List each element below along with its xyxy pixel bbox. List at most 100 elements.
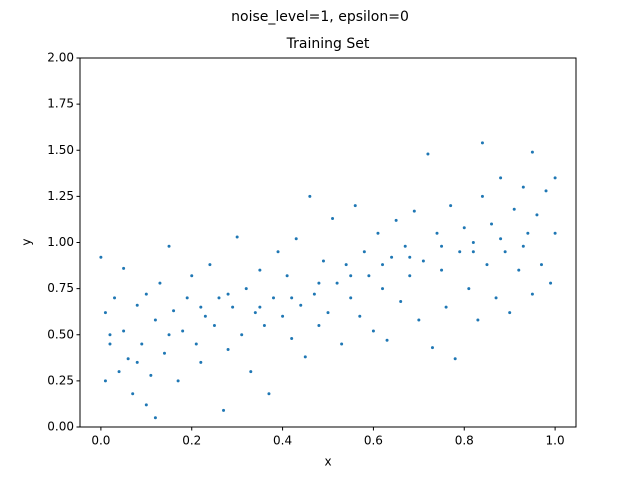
point <box>553 231 557 235</box>
x-tick-label: 1.0 <box>546 434 565 448</box>
point <box>412 209 416 213</box>
point <box>376 231 380 235</box>
point <box>421 259 425 263</box>
point <box>467 287 471 291</box>
point <box>358 314 362 318</box>
point <box>530 292 534 296</box>
point <box>499 237 503 241</box>
x-tick-label: 0.2 <box>182 434 201 448</box>
point <box>194 342 198 346</box>
point <box>258 268 262 272</box>
point <box>362 250 366 254</box>
point <box>462 226 466 230</box>
point <box>417 318 421 322</box>
point <box>126 357 130 361</box>
point <box>503 250 507 254</box>
point <box>553 176 557 180</box>
point <box>231 305 235 309</box>
point <box>308 194 312 198</box>
point <box>240 333 244 337</box>
x-tick-label: 0.0 <box>91 434 110 448</box>
point <box>440 244 444 248</box>
point <box>294 237 298 241</box>
point <box>267 392 271 396</box>
point <box>521 185 525 189</box>
point <box>317 324 321 328</box>
point <box>471 241 475 244</box>
point <box>108 342 112 346</box>
point <box>485 263 489 267</box>
point <box>99 255 103 259</box>
point <box>335 281 339 285</box>
point <box>385 338 389 342</box>
point <box>544 189 548 193</box>
point <box>181 329 185 333</box>
y-tick-label: 0.75 <box>47 281 74 295</box>
chart-title: Training Set <box>286 36 370 52</box>
point <box>526 231 530 235</box>
point <box>499 176 503 180</box>
point <box>471 250 475 254</box>
y-tick-label: 0.50 <box>47 327 74 341</box>
point <box>340 342 344 346</box>
point <box>399 300 403 304</box>
point <box>176 379 180 383</box>
point <box>381 287 385 291</box>
point <box>185 296 189 300</box>
point <box>303 355 307 359</box>
point <box>222 408 226 412</box>
point <box>113 296 117 300</box>
point <box>521 244 525 248</box>
point <box>458 250 462 254</box>
point <box>480 194 484 198</box>
point <box>162 351 166 355</box>
point <box>153 318 157 322</box>
point <box>394 218 398 222</box>
point <box>453 357 457 361</box>
point <box>276 250 280 254</box>
point <box>449 204 453 208</box>
point <box>367 274 371 278</box>
point <box>508 311 512 315</box>
point <box>476 318 480 322</box>
point <box>131 392 135 396</box>
point <box>435 231 439 235</box>
y-tick-label: 1.50 <box>47 143 74 157</box>
point <box>490 222 494 226</box>
point <box>108 333 112 337</box>
point <box>253 311 257 315</box>
point <box>103 311 107 315</box>
point <box>135 303 139 307</box>
point <box>140 342 144 346</box>
point <box>190 274 194 278</box>
point <box>199 305 203 309</box>
y-tick-label: 1.25 <box>47 189 74 203</box>
point <box>299 303 303 307</box>
point <box>353 204 357 208</box>
point <box>271 296 275 300</box>
point <box>390 255 394 259</box>
point <box>122 266 126 270</box>
point <box>172 309 176 313</box>
point <box>149 373 153 377</box>
point <box>167 333 171 337</box>
y-axis-label: y <box>20 238 34 245</box>
y-tick-label: 2.00 <box>47 51 74 65</box>
point <box>158 281 162 285</box>
point <box>290 336 294 340</box>
point <box>344 263 348 267</box>
x-tick-label: 0.4 <box>273 434 292 448</box>
point <box>122 329 126 333</box>
point <box>144 403 148 407</box>
suptitle: noise_level=1, epsilon=0 <box>231 9 409 25</box>
point <box>199 360 203 364</box>
point <box>535 213 539 217</box>
point <box>135 360 139 364</box>
y-tick-label: 1.00 <box>47 235 74 249</box>
point <box>312 292 316 296</box>
y-tick-label: 0.25 <box>47 373 74 387</box>
point <box>262 324 266 328</box>
point <box>290 296 294 300</box>
